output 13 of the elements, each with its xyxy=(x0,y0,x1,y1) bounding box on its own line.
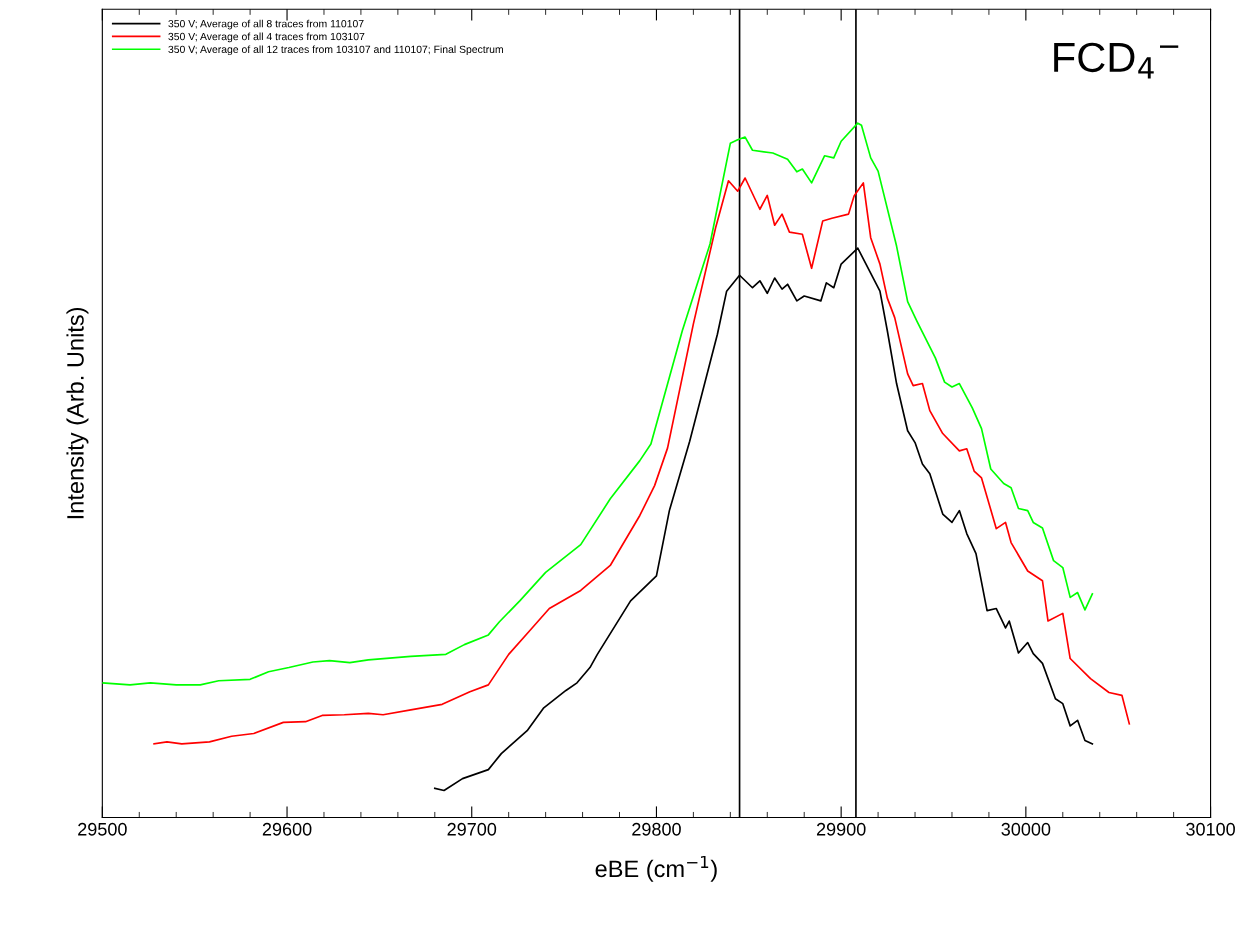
x-tick-label: 30100 xyxy=(1186,822,1235,836)
y-axis-title: Intensity (Arb. Units) xyxy=(66,307,89,519)
x-tick-label: 29800 xyxy=(632,822,681,836)
x-tick-label: 30000 xyxy=(1001,822,1051,836)
legend-label: 350 V; Average of all 4 traces from 103107 xyxy=(168,32,365,43)
x-tick-label: 29900 xyxy=(816,822,866,836)
legend-label: 350 V; Average of all 12 traces from 103107 and 110107; Final Spectrum xyxy=(168,45,503,56)
text: FCD$_{4}$$^{−}$ xyxy=(1054,42,1179,79)
x-tick-label: 29700 xyxy=(447,822,497,836)
x-tick-label: 29600 xyxy=(262,822,312,836)
x-axis-title: eBE (cm$^{−1}$) xyxy=(595,855,717,882)
x-tick-label: 29500 xyxy=(78,822,127,836)
legend-label: 350 V; Average of all 8 traces from 110107 xyxy=(168,19,364,30)
